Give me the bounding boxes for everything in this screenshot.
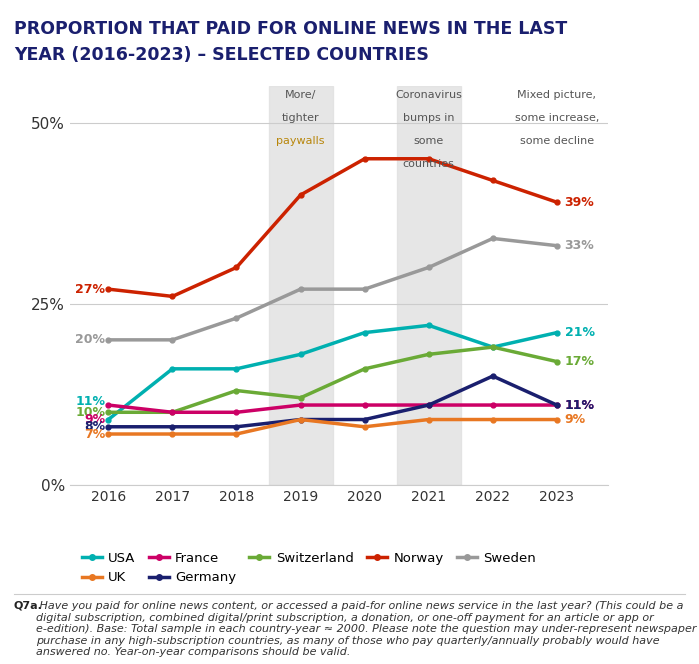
Text: some decline: some decline (520, 136, 594, 146)
Text: Coronavirus: Coronavirus (395, 90, 462, 100)
Bar (268, 86, 333, 485)
Text: some increase,: some increase, (514, 113, 599, 123)
Text: 21%: 21% (565, 326, 595, 339)
Text: 27%: 27% (75, 283, 105, 295)
Text: 8%: 8% (84, 420, 105, 434)
Text: YEAR (2016-2023) – SELECTED COUNTRIES: YEAR (2016-2023) – SELECTED COUNTRIES (14, 46, 429, 64)
Text: More/: More/ (285, 90, 316, 100)
Text: bumps in: bumps in (403, 113, 454, 123)
Text: 20%: 20% (75, 333, 105, 347)
Text: 7%: 7% (84, 428, 105, 440)
Text: tighter: tighter (282, 113, 319, 123)
Text: 11%: 11% (75, 395, 105, 408)
Text: some: some (414, 136, 444, 146)
Text: Q7a.: Q7a. (14, 601, 43, 611)
Text: paywalls: paywalls (276, 136, 325, 146)
Text: 17%: 17% (565, 355, 595, 368)
Bar (396, 86, 461, 485)
Text: 33%: 33% (565, 239, 594, 252)
Text: 9%: 9% (565, 413, 586, 426)
Legend: USA, UK, France, Germany, Switzerland, Norway, Sweden: USA, UK, France, Germany, Switzerland, N… (76, 546, 541, 590)
Text: Mixed picture,: Mixed picture, (517, 90, 596, 100)
Text: PROPORTION THAT PAID FOR ONLINE NEWS IN THE LAST: PROPORTION THAT PAID FOR ONLINE NEWS IN … (14, 20, 567, 38)
Text: Have you paid for online news content, or accessed a paid-for online news servic: Have you paid for online news content, o… (36, 601, 697, 657)
Text: 9%: 9% (84, 413, 105, 426)
Text: 10%: 10% (75, 406, 105, 419)
Text: 11%: 11% (565, 398, 595, 412)
Text: 11%: 11% (565, 398, 595, 412)
Text: countries: countries (403, 159, 454, 169)
Text: 39%: 39% (565, 196, 594, 208)
